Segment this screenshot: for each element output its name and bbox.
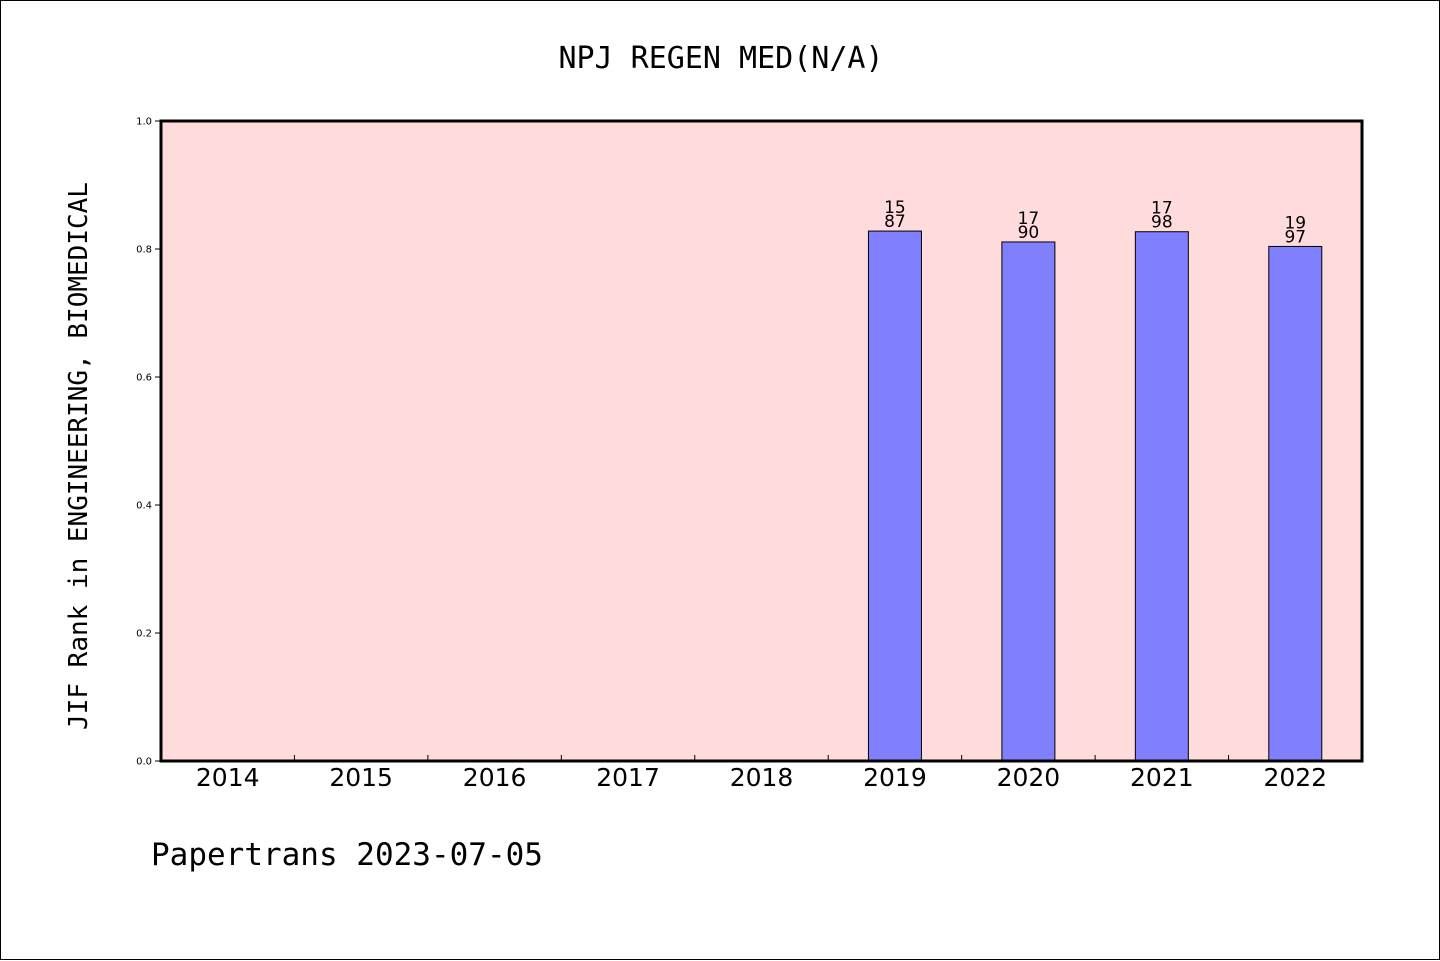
bar-total-label: 97 bbox=[1284, 227, 1306, 247]
bar-2021 bbox=[1134, 231, 1189, 762]
chart-title: NPJ REGEN MED(N/A) bbox=[558, 41, 883, 76]
bars-group bbox=[867, 230, 1323, 762]
x-tick-label: 2017 bbox=[596, 763, 660, 792]
bar-2019 bbox=[867, 230, 922, 762]
bar-2022 bbox=[1268, 245, 1323, 762]
bar-total-label: 87 bbox=[884, 212, 906, 232]
footer-credit: Papertrans 2023-07-05 bbox=[151, 837, 543, 873]
y-tick-label: 0.8 bbox=[136, 245, 152, 256]
y-tick-label: 0.0 bbox=[136, 757, 152, 768]
bar-rank-label: 17 bbox=[1151, 199, 1173, 219]
x-tick-label: 2021 bbox=[1130, 763, 1194, 792]
bar-total-label: 98 bbox=[1151, 213, 1173, 233]
y-axis: 0.0 0.2 0.4 0.6 0.8 1.0 bbox=[136, 117, 161, 768]
bar-total-label: 90 bbox=[1018, 223, 1040, 243]
y-tick-label: 0.2 bbox=[136, 629, 152, 640]
x-tick-label: 2020 bbox=[997, 763, 1061, 792]
bar-2020 bbox=[1001, 241, 1056, 762]
y-tick-label: 0.4 bbox=[136, 501, 152, 512]
bar-rank-label: 19 bbox=[1284, 213, 1306, 233]
x-tick-label: 2014 bbox=[196, 763, 260, 792]
x-tick-label: 2018 bbox=[730, 763, 794, 792]
x-tick-label: 2015 bbox=[329, 763, 393, 792]
bar-rank-label: 17 bbox=[1018, 209, 1040, 229]
y-tick-label: 1.0 bbox=[136, 117, 152, 128]
y-axis-label: JIF Rank in ENGINEERING, BIOMEDICAL bbox=[64, 182, 94, 730]
x-tick-label: 2022 bbox=[1263, 763, 1327, 792]
x-tick-label: 2019 bbox=[863, 763, 927, 792]
plot-border bbox=[159, 119, 1364, 763]
bar-rank-label: 15 bbox=[884, 198, 906, 218]
y-tick-label: 0.6 bbox=[136, 373, 152, 384]
x-axis: 2014 2015 2016 2017 2018 2019 2020 2021 2022 bbox=[196, 755, 1327, 792]
x-tick-label: 2016 bbox=[463, 763, 527, 792]
